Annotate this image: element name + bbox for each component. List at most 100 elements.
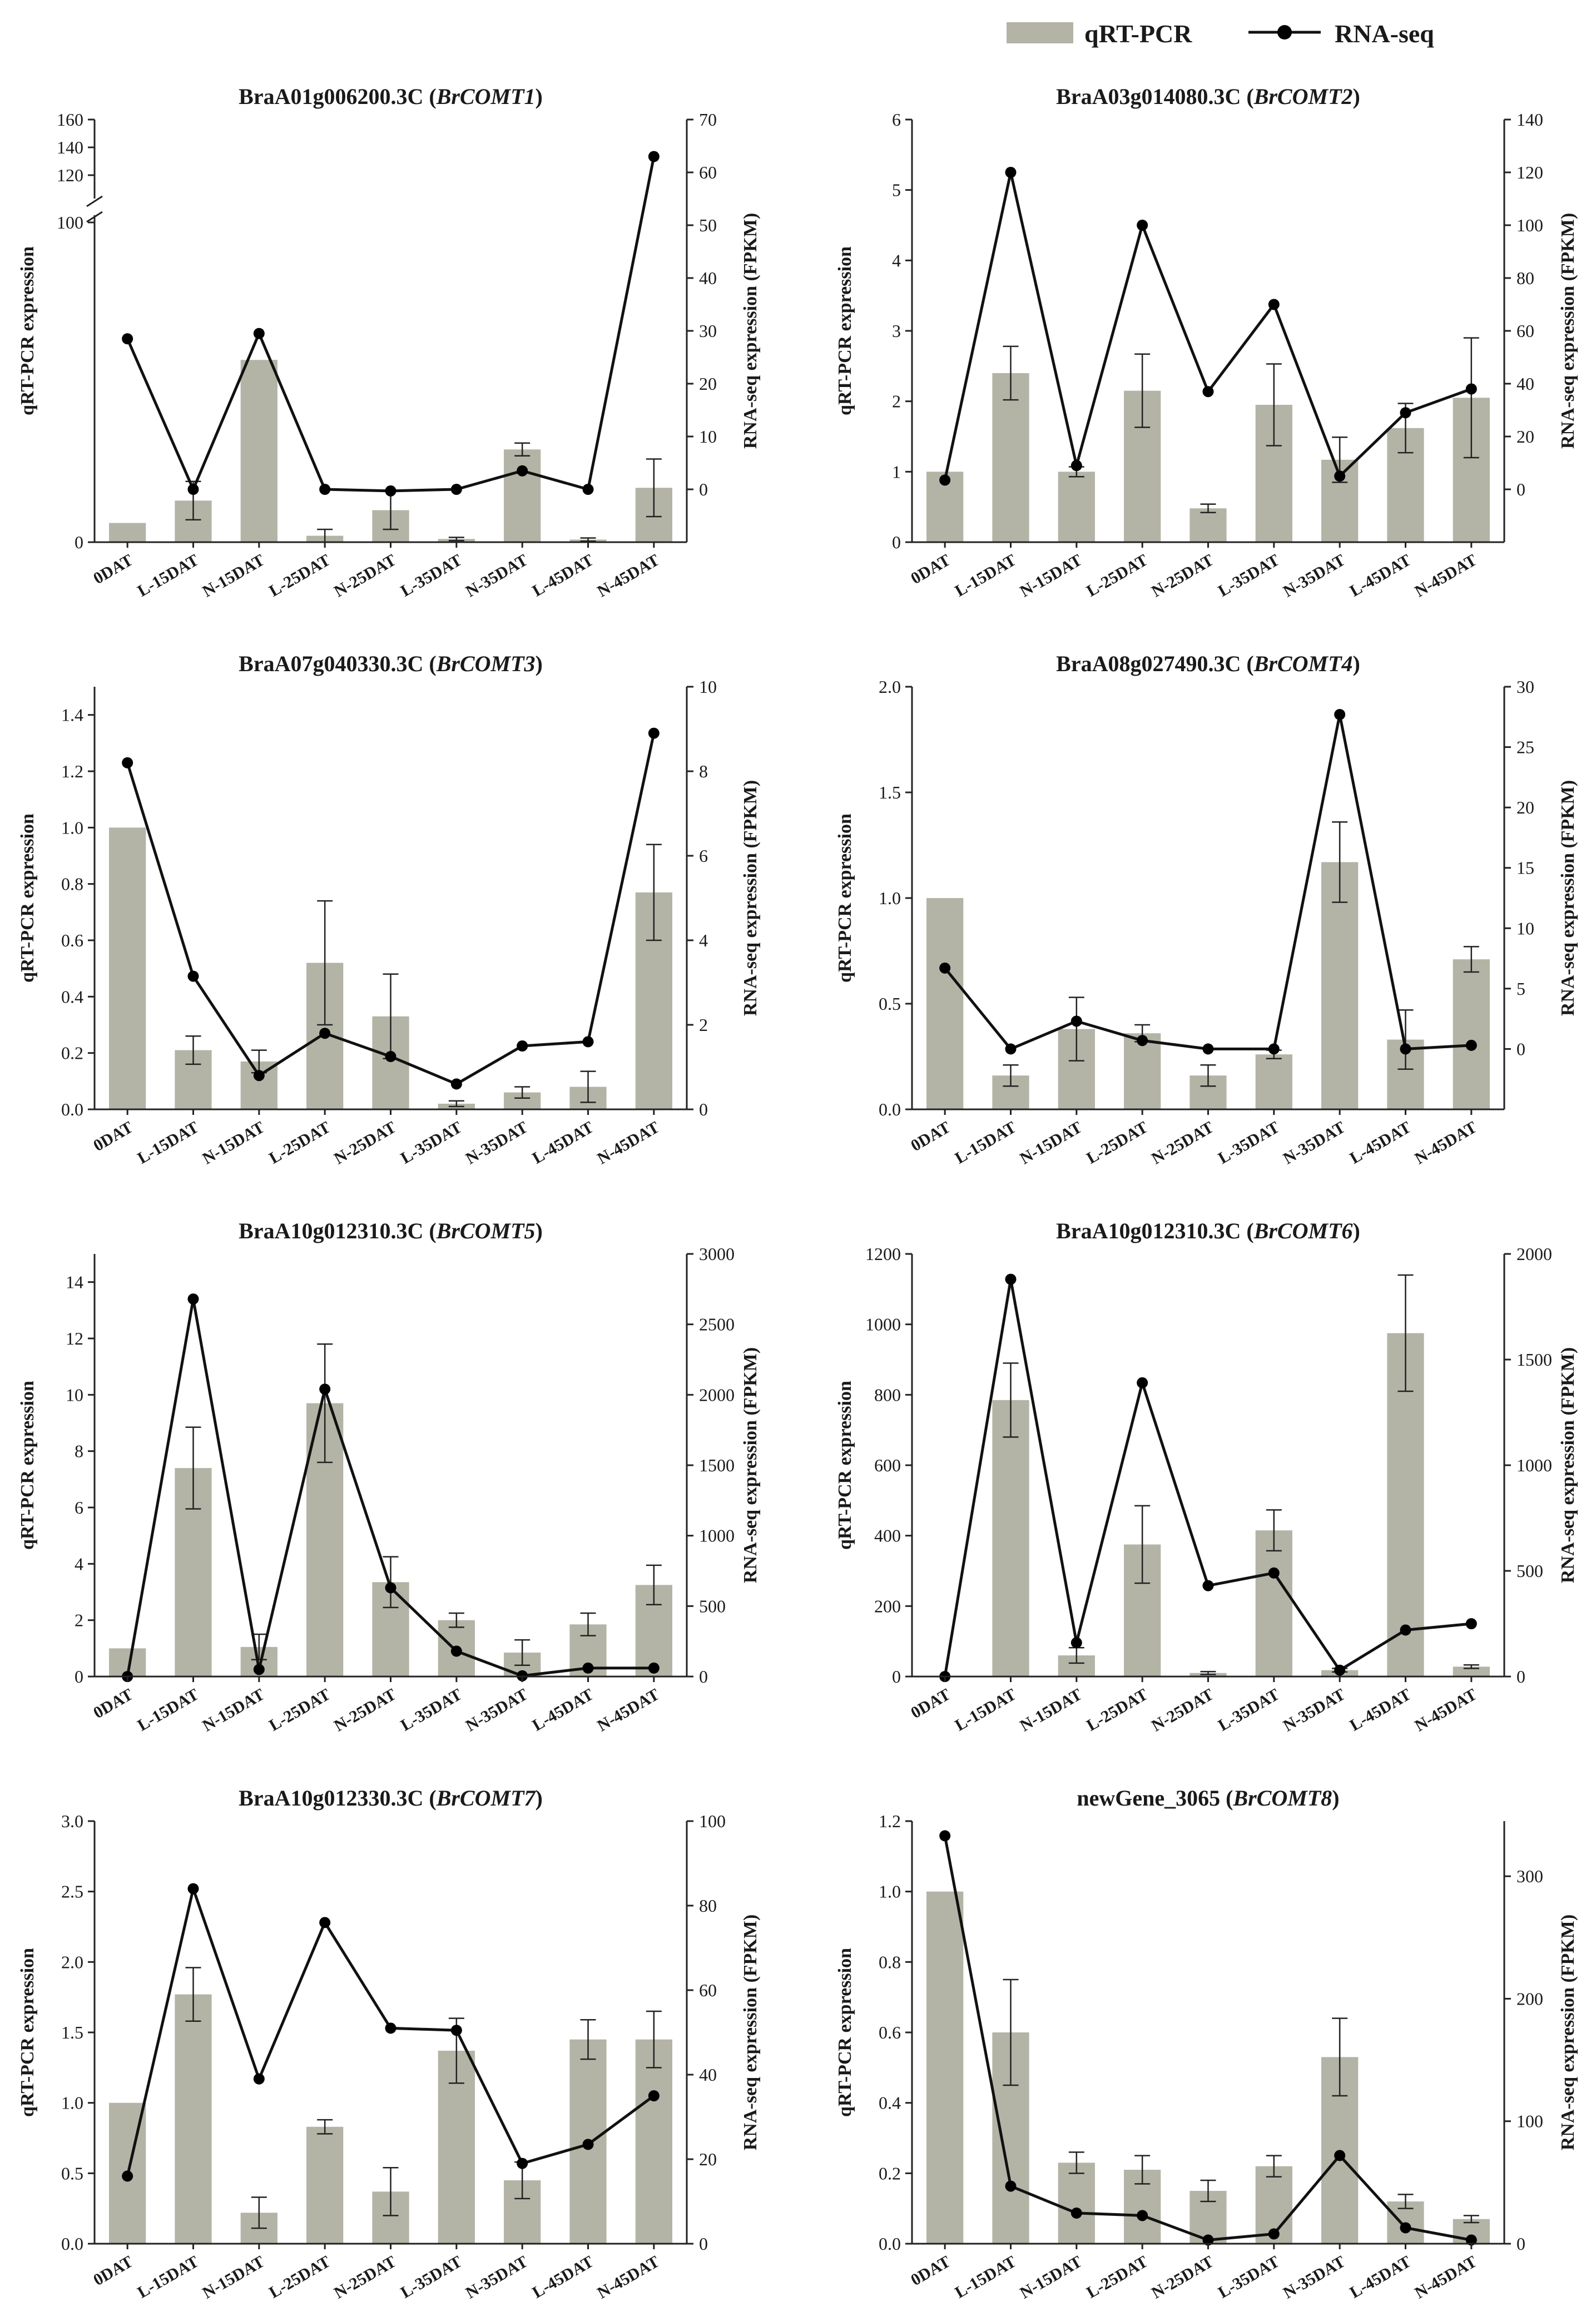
y-tick-label: 400 — [874, 1526, 901, 1546]
rnaseq-point-L-25DAT — [1137, 220, 1148, 231]
y2-tick-label: 0 — [1516, 2234, 1525, 2254]
x-tick-label: L-25DAT — [1083, 1685, 1151, 1734]
x-tick-label: N-35DAT — [1280, 1685, 1349, 1735]
x-tick-label: L-25DAT — [1083, 2252, 1151, 2302]
x-tick-label: L-25DAT — [266, 2252, 333, 2302]
x-tick-label: N-25DAT — [331, 2252, 399, 2302]
rnaseq-point-N-25DAT — [385, 485, 396, 497]
rnaseq-point-L-15DAT — [187, 484, 199, 495]
x-tick-label: L-25DAT — [1083, 551, 1151, 600]
chart-title-main: BraA10g012310.3C ( — [1056, 1218, 1254, 1243]
x-tick-label: N-45DAT — [1412, 1685, 1480, 1735]
y-tick-label: 1 — [892, 462, 901, 482]
x-tick-label: N-35DAT — [463, 1685, 531, 1735]
charts-container: BraA01g006200.3C (BrCOMT1)01001201401600… — [17, 84, 1578, 2302]
y2-axis-title: RNA-seq expression (FPKM) — [1558, 1347, 1578, 1583]
y2-tick-label: 60 — [699, 1980, 717, 2000]
rnaseq-point-L-25DAT — [1137, 2210, 1148, 2221]
y2-tick-label: 60 — [1516, 321, 1534, 341]
y-tick-label: 0.0 — [61, 1099, 83, 1119]
bar-N-15DAT — [240, 360, 277, 542]
bar-0DAT — [926, 898, 964, 1109]
x-tick-label: L-35DAT — [398, 2252, 465, 2302]
rnaseq-point-L-25DAT — [1137, 1035, 1148, 1047]
chart-title-end: ) — [536, 1218, 543, 1243]
chart-panel-7: BraA10g012330.3C (BrCOMT7) 0.0 0.5 1.0 1.5 2.… — [17, 1786, 761, 2302]
rnaseq-point-L-45DAT — [582, 484, 594, 495]
y2-tick-label: 6 — [699, 846, 708, 866]
rnaseq-point-L-25DAT — [319, 1028, 331, 1039]
x-tick-label: L-35DAT — [398, 551, 465, 600]
y-tick-label: 2 — [75, 1610, 83, 1630]
x-tick-label: L-45DAT — [1347, 1118, 1414, 1167]
rnaseq-point-0DAT — [122, 2170, 133, 2182]
chart-title-gene: BrCOMT5 — [436, 1218, 536, 1243]
y-tick-label: 0.0 — [61, 2234, 83, 2254]
y2-tick-label: 500 — [699, 1596, 726, 1616]
y-tick-label: 1.0 — [61, 2093, 83, 2113]
rnaseq-point-L-35DAT — [1268, 1567, 1280, 1579]
y2-axis-title: RNA-seq expression (FPKM) — [740, 780, 761, 1016]
x-tick-label: N-45DAT — [594, 1118, 663, 1168]
y-tick-label: 600 — [874, 1455, 901, 1475]
x-tick-label: N-15DAT — [1017, 2252, 1086, 2302]
y-tick-label: 0.2 — [879, 2163, 901, 2183]
legend: qRT-PCR RNA-seq — [1007, 19, 1434, 48]
y-tick-label: 1.0 — [879, 888, 901, 908]
x-tick-label: N-25DAT — [1148, 2252, 1217, 2302]
rnaseq-point-N-15DAT — [253, 328, 265, 339]
x-tick-label: N-45DAT — [594, 1685, 663, 1735]
chart-panel-2: BraA03g014080.3C (BrCOMT2)01234560204060… — [835, 84, 1578, 601]
rnaseq-point-L-35DAT — [450, 1078, 462, 1090]
x-tick-label: N-45DAT — [1412, 1118, 1480, 1168]
axis-break-mark-lower — [86, 211, 103, 223]
x-tick-label: N-15DAT — [1017, 1685, 1086, 1735]
x-tick-label: N-15DAT — [200, 1118, 268, 1168]
x-tick-label: L-25DAT — [266, 1118, 333, 1167]
y-tick-label: 1.5 — [61, 2022, 83, 2042]
rnaseq-point-N-25DAT — [385, 1582, 396, 1594]
x-tick-label: N-15DAT — [200, 2252, 268, 2302]
rnaseq-point-0DAT — [939, 474, 951, 486]
x-tick-label: N-15DAT — [1017, 551, 1086, 601]
y-tick-label: 6 — [892, 110, 901, 130]
rnaseq-point-L-15DAT — [1005, 2180, 1017, 2192]
y-tick-label: 14 — [66, 1272, 83, 1292]
y-tick-label: 800 — [874, 1385, 901, 1405]
y2-tick-label: 40 — [699, 268, 717, 288]
legend-bar-label: qRT-PCR — [1084, 19, 1192, 48]
bar-N-35DAT — [1321, 862, 1359, 1109]
y2-axis-title: RNA-seq expression (FPKM) — [740, 1347, 761, 1583]
rnaseq-point-L-25DAT — [319, 1383, 331, 1395]
x-tick-label: L-35DAT — [1215, 551, 1282, 600]
rnaseq-point-L-25DAT — [319, 1917, 331, 1928]
y2-axis-title: RNA-seq expression (FPKM) — [740, 213, 761, 449]
y-tick-label: 1.2 — [61, 761, 83, 781]
x-tick-label: N-35DAT — [463, 2252, 531, 2302]
rnaseq-point-0DAT — [939, 1830, 951, 1842]
chart-panel-4: BraA08g027490.3C (BrCOMT4) 0.0 0.5 1.0 1.5 2.… — [835, 651, 1578, 1168]
y2-tick-label: 2500 — [699, 1315, 735, 1335]
y-tick-label: 0.8 — [879, 1952, 901, 1972]
chart-panel-1: BraA01g006200.3C (BrCOMT1)01001201401600… — [17, 84, 761, 601]
chart-title-main: BraA07g040330.3C ( — [239, 651, 437, 676]
y2-axis-title: RNA-seq expression (FPKM) — [1558, 213, 1578, 449]
y-axis-title: qRT-PCR expression — [17, 1948, 38, 2117]
chart-title: newGene_3065 (BrCOMT8) — [1077, 1786, 1339, 1811]
x-tick-label: 0DAT — [908, 1118, 953, 1155]
y2-tick-label: 3000 — [699, 1244, 735, 1264]
rnaseq-point-L-45DAT — [582, 1662, 594, 1674]
rnaseq-point-N-15DAT — [253, 2073, 265, 2085]
y-tick-label: 0.6 — [879, 2022, 901, 2042]
y-tick-label: 0.5 — [61, 2163, 83, 2183]
rnaseq-point-L-15DAT — [1005, 167, 1017, 178]
y-tick-label: 120 — [57, 165, 83, 185]
chart-title-end: ) — [1353, 651, 1360, 676]
y2-tick-label: 10 — [699, 677, 717, 697]
x-tick-label: N-35DAT — [1280, 551, 1349, 601]
rnaseq-point-L-35DAT — [1268, 299, 1280, 310]
bar-0DAT — [109, 523, 146, 542]
bar-N-35DAT — [504, 449, 541, 542]
y-tick-label: 4 — [892, 250, 901, 270]
rnaseq-point-N-25DAT — [1202, 2234, 1214, 2246]
